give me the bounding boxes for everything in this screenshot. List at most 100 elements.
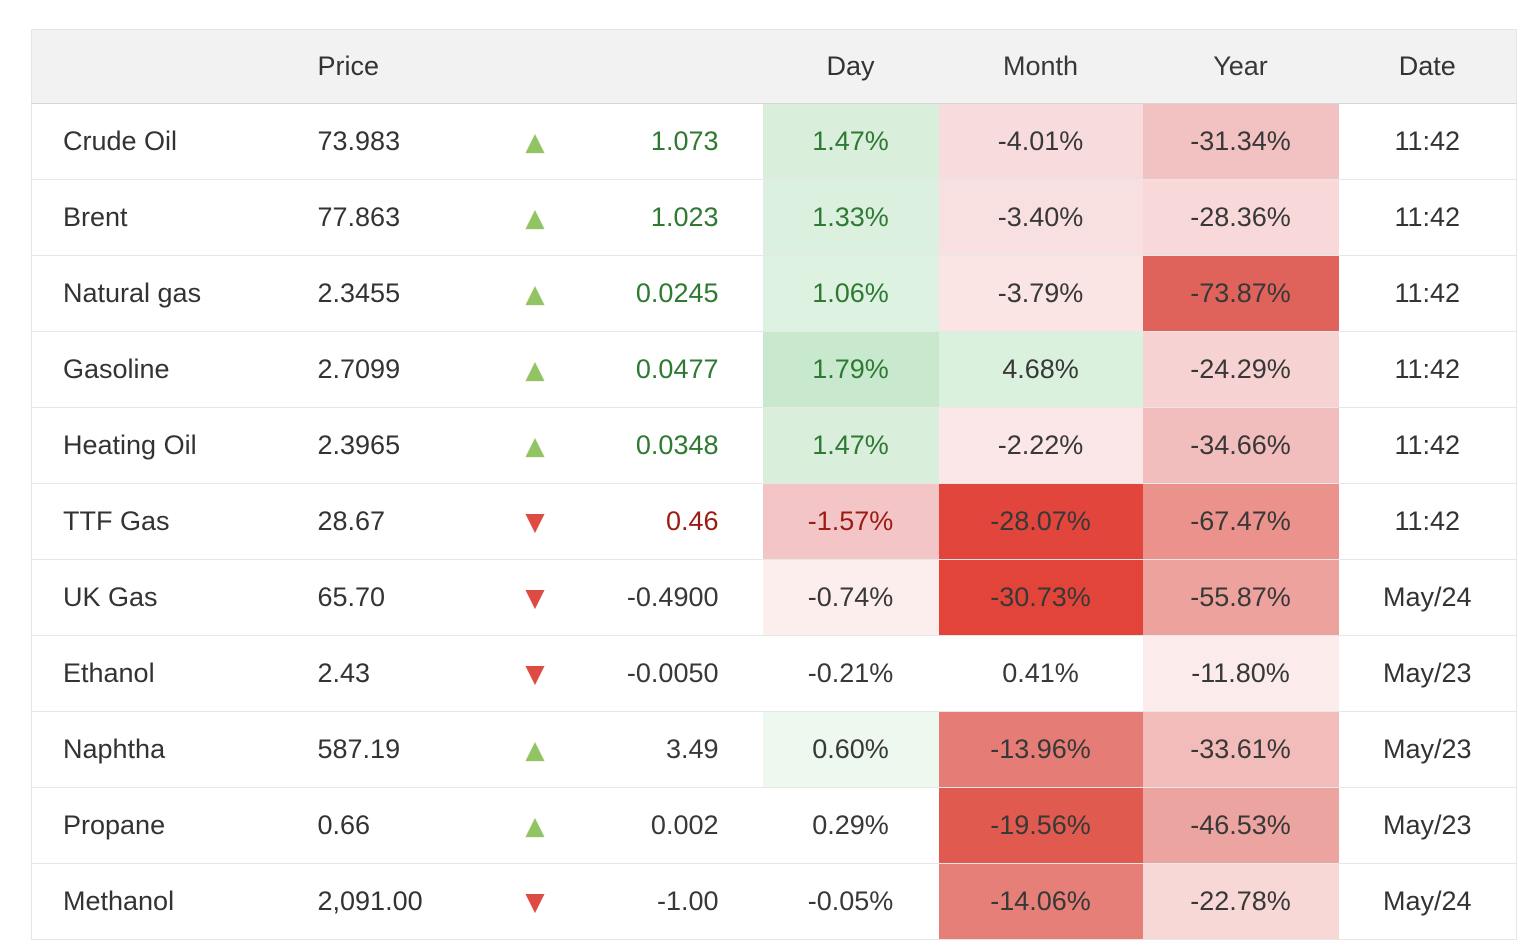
table-body: Crude Oil 73.983 ▲ 1.073 1.47% -4.01% -3… [32, 104, 1517, 940]
commodity-name-link[interactable]: UK Gas [32, 560, 318, 636]
commodity-name-link[interactable]: TTF Gas [32, 484, 318, 560]
date-value: May/23 [1339, 712, 1517, 788]
month-percent: -28.07% [939, 484, 1143, 560]
price-value: 65.70 [318, 560, 498, 636]
year-percent: -55.87% [1143, 560, 1339, 636]
change-value: -0.4900 [573, 560, 763, 636]
date-value: 11:42 [1339, 256, 1517, 332]
date-value: May/24 [1339, 864, 1517, 940]
change-value: 0.0245 [573, 256, 763, 332]
date-value: 11:42 [1339, 408, 1517, 484]
change-value: 0.46 [573, 484, 763, 560]
price-value: 587.19 [318, 712, 498, 788]
commodity-name-link[interactable]: Ethanol [32, 636, 318, 712]
column-header-price: Price [318, 30, 498, 104]
year-percent: -24.29% [1143, 332, 1339, 408]
column-header-year: Year [1143, 30, 1339, 104]
change-value: 0.002 [573, 788, 763, 864]
price-value: 0.66 [318, 788, 498, 864]
change-value: -0.0050 [573, 636, 763, 712]
down-arrow-icon: ▼ [525, 889, 544, 914]
month-percent: -3.79% [939, 256, 1143, 332]
column-header-arrow [498, 30, 573, 104]
up-arrow-icon: ▲ [525, 129, 544, 154]
column-header-month: Month [939, 30, 1143, 104]
day-percent: -0.05% [763, 864, 939, 940]
price-value: 2,091.00 [318, 864, 498, 940]
day-percent: 1.47% [763, 408, 939, 484]
up-arrow-icon: ▲ [525, 281, 544, 306]
date-value: May/23 [1339, 788, 1517, 864]
commodities-table: Price Day Month Year Date Crude Oil 73.9… [31, 29, 1517, 940]
day-percent: 0.60% [763, 712, 939, 788]
year-percent: -73.87% [1143, 256, 1339, 332]
price-value: 28.67 [318, 484, 498, 560]
commodity-name-link[interactable]: Gasoline [32, 332, 318, 408]
price-value: 73.983 [318, 104, 498, 180]
price-value: 2.7099 [318, 332, 498, 408]
day-percent: 1.33% [763, 180, 939, 256]
column-header-change [573, 30, 763, 104]
down-arrow-icon: ▼ [525, 509, 544, 534]
month-percent: 4.68% [939, 332, 1143, 408]
table-row: Heating Oil 2.3965 ▲ 0.0348 1.47% -2.22%… [32, 408, 1517, 484]
date-value: 11:42 [1339, 484, 1517, 560]
date-value: 11:42 [1339, 332, 1517, 408]
table-header: Price Day Month Year Date [32, 30, 1517, 104]
commodity-name-link[interactable]: Natural gas [32, 256, 318, 332]
up-arrow-icon: ▲ [525, 357, 544, 382]
month-percent: 0.41% [939, 636, 1143, 712]
table-row: Brent 77.863 ▲ 1.023 1.33% -3.40% -28.36… [32, 180, 1517, 256]
year-percent: -33.61% [1143, 712, 1339, 788]
day-percent: 1.06% [763, 256, 939, 332]
day-percent: -0.74% [763, 560, 939, 636]
down-arrow-icon: ▼ [525, 585, 544, 610]
up-arrow-icon: ▲ [525, 433, 544, 458]
up-arrow-icon: ▲ [525, 813, 544, 838]
up-arrow-icon: ▲ [525, 205, 544, 230]
day-percent: -0.21% [763, 636, 939, 712]
day-percent: -1.57% [763, 484, 939, 560]
month-percent: -4.01% [939, 104, 1143, 180]
year-percent: -11.80% [1143, 636, 1339, 712]
price-value: 77.863 [318, 180, 498, 256]
date-value: May/24 [1339, 560, 1517, 636]
year-percent: -28.36% [1143, 180, 1339, 256]
month-percent: -3.40% [939, 180, 1143, 256]
change-value: 0.0348 [573, 408, 763, 484]
month-percent: -2.22% [939, 408, 1143, 484]
up-arrow-icon: ▲ [525, 737, 544, 762]
month-percent: -14.06% [939, 864, 1143, 940]
commodity-name-link[interactable]: Crude Oil [32, 104, 318, 180]
year-percent: -34.66% [1143, 408, 1339, 484]
column-header-date: Date [1339, 30, 1517, 104]
commodity-name-link[interactable]: Methanol [32, 864, 318, 940]
month-percent: -19.56% [939, 788, 1143, 864]
table-row: Propane 0.66 ▲ 0.002 0.29% -19.56% -46.5… [32, 788, 1517, 864]
year-percent: -67.47% [1143, 484, 1339, 560]
change-value: 3.49 [573, 712, 763, 788]
price-value: 2.3455 [318, 256, 498, 332]
table-row: Naphtha 587.19 ▲ 3.49 0.60% -13.96% -33.… [32, 712, 1517, 788]
table-row: Gasoline 2.7099 ▲ 0.0477 1.79% 4.68% -24… [32, 332, 1517, 408]
change-value: -1.00 [573, 864, 763, 940]
column-header-day: Day [763, 30, 939, 104]
table-row: Methanol 2,091.00 ▼ -1.00 -0.05% -14.06%… [32, 864, 1517, 940]
change-value: 0.0477 [573, 332, 763, 408]
header-row: Price Day Month Year Date [32, 30, 1517, 104]
commodity-name-link[interactable]: Brent [32, 180, 318, 256]
day-percent: 0.29% [763, 788, 939, 864]
date-value: May/23 [1339, 636, 1517, 712]
year-percent: -46.53% [1143, 788, 1339, 864]
down-arrow-icon: ▼ [525, 661, 544, 686]
commodity-name-link[interactable]: Heating Oil [32, 408, 318, 484]
price-value: 2.3965 [318, 408, 498, 484]
table-row: Ethanol 2.43 ▼ -0.0050 -0.21% 0.41% -11.… [32, 636, 1517, 712]
commodity-name-link[interactable]: Propane [32, 788, 318, 864]
year-percent: -31.34% [1143, 104, 1339, 180]
commodity-name-link[interactable]: Naphtha [32, 712, 318, 788]
month-percent: -30.73% [939, 560, 1143, 636]
day-percent: 1.47% [763, 104, 939, 180]
commodities-panel: Price Day Month Year Date Crude Oil 73.9… [31, 29, 1516, 940]
date-value: 11:42 [1339, 180, 1517, 256]
